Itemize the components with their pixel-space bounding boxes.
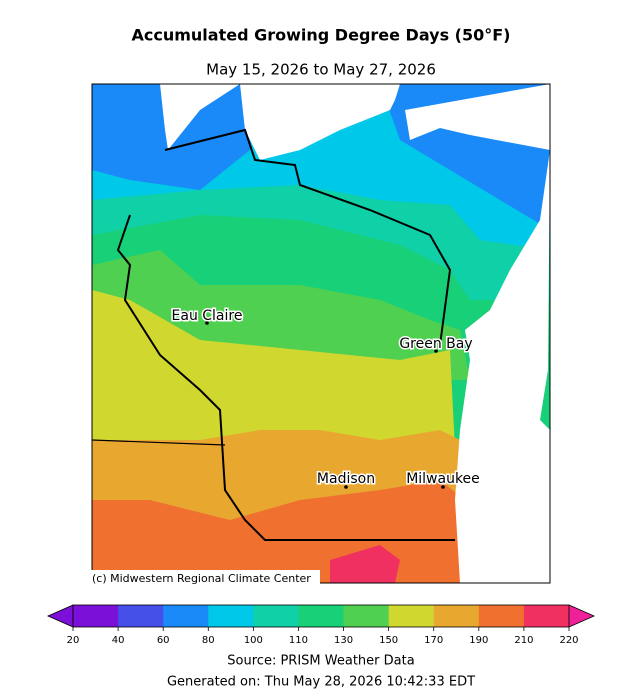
colorbar-tick-label: 220 [559, 635, 578, 646]
colorbar-bin [298, 605, 345, 627]
colorbar-tick-label: 100 [244, 635, 263, 646]
map [92, 84, 550, 583]
colorbar-bin [433, 605, 480, 627]
colorbar-bin [478, 605, 525, 627]
colorbar-over [568, 604, 595, 628]
colorbar-tick-label: 40 [112, 635, 125, 646]
colorbar-bin [208, 605, 254, 627]
city-label: Eau Claire [172, 308, 243, 324]
city-dot [205, 321, 209, 325]
colorbar-bin [163, 605, 209, 627]
colorbar-tick-label: 60 [157, 635, 170, 646]
colorbar-tick-label: 210 [514, 635, 533, 646]
colorbar-tick-label: 110 [289, 635, 308, 646]
generated: Generated on: Thu May 28, 2026 10:42:33 … [167, 675, 475, 690]
title: Accumulated Growing Degree Days (50°F) [132, 26, 511, 45]
colorbar-bin [73, 605, 119, 627]
credit: (c) Midwestern Regional Climate Center [92, 572, 311, 585]
colorbar-bin [343, 605, 390, 627]
subtitle: May 15, 2026 to May 27, 2026 [206, 61, 436, 79]
city-dot [441, 485, 445, 489]
colorbar-bin [118, 605, 164, 627]
map-frame [91, 83, 551, 584]
credit-bg [88, 570, 320, 587]
colorbar-tick-label: 190 [469, 635, 488, 646]
city-label: Green Bay [399, 336, 472, 352]
colorbar-bin [388, 605, 435, 627]
colorbar-frame [72, 604, 570, 628]
source: Source: PRISM Weather Data [227, 654, 414, 669]
city-dot [344, 485, 348, 489]
colorbar-tick-label: 170 [424, 635, 443, 646]
colorbar-bin [523, 605, 570, 627]
colorbar-tick-label: 80 [202, 635, 215, 646]
colorbar-bin [253, 605, 299, 627]
city-label: Madison [317, 471, 375, 487]
colorbar-under [47, 604, 74, 628]
colorbar-tick-label: 20 [67, 635, 80, 646]
cities: Eau Claire Green Bay Madison Milwaukee [170, 307, 481, 489]
colorbar: 20 40 60 80 100 110 130 150 170 190 210 220 [47, 604, 595, 646]
city-dot [434, 349, 438, 353]
colorbar-tick-label: 130 [334, 635, 353, 646]
colorbar-tick-label: 150 [379, 635, 398, 646]
city-label: Milwaukee [406, 471, 480, 487]
